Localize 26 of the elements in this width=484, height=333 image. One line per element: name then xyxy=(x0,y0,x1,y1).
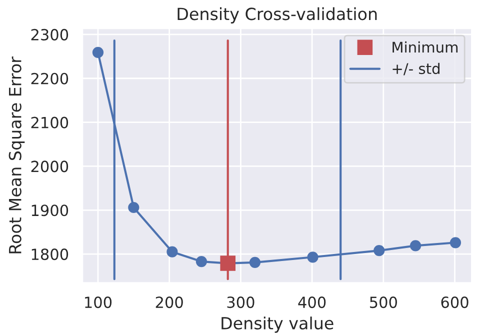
chart-title: Density Cross-validation xyxy=(178,7,377,24)
point xyxy=(374,244,385,256)
point xyxy=(166,246,178,258)
point xyxy=(410,240,422,252)
legend-label: Minimum xyxy=(392,41,458,53)
y-tick-label: 1900 xyxy=(32,204,68,216)
y-tick-label: 2300 xyxy=(31,28,68,40)
y-tick-label: 2000 xyxy=(31,160,68,172)
y-axis-title: Root Mean Square Error xyxy=(8,56,25,254)
legend-label: +/- std xyxy=(392,62,440,76)
y-tick-label: 1800 xyxy=(32,248,68,260)
x-tick-label: 500 xyxy=(370,296,397,308)
x-tick-label: 600 xyxy=(441,296,468,308)
x-tick-label: 300 xyxy=(227,296,254,308)
y-tick-label: 2200 xyxy=(31,72,68,84)
x-tick-label: 400 xyxy=(298,296,326,308)
x-axis-title: Density value xyxy=(222,316,334,333)
point xyxy=(249,256,261,268)
point xyxy=(128,202,140,214)
x-tick-label: 100 xyxy=(85,296,112,308)
x-tick-label: 200 xyxy=(156,296,183,308)
point xyxy=(196,256,208,268)
point xyxy=(450,237,462,248)
y-tick-label: 2100 xyxy=(31,116,68,128)
point xyxy=(307,252,318,263)
point xyxy=(92,46,104,58)
